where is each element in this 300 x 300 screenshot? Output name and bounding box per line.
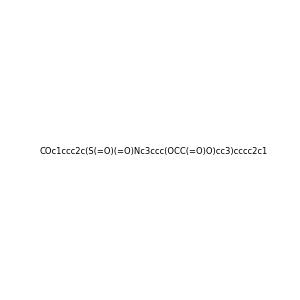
Text: COc1ccc2c(S(=O)(=O)Nc3ccc(OCC(=O)O)cc3)cccc2c1: COc1ccc2c(S(=O)(=O)Nc3ccc(OCC(=O)O)cc3)c… bbox=[40, 147, 268, 156]
